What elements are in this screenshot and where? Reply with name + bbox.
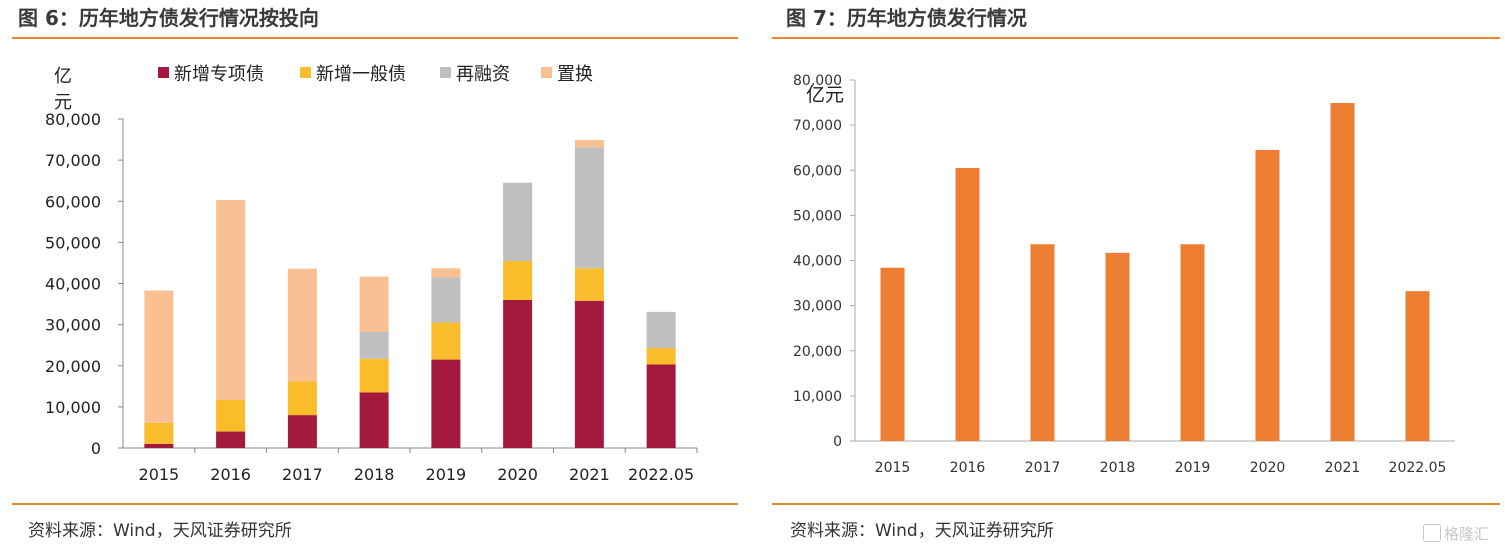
y-tick-label: 20,000 — [793, 344, 842, 360]
bar-segment — [431, 359, 461, 448]
bar-segment — [431, 322, 461, 360]
x-tick-label: 2019 — [426, 465, 467, 484]
y-tick-label: 10,000 — [45, 398, 101, 417]
bar — [1030, 244, 1055, 441]
legend-swatch — [158, 67, 169, 78]
bar — [1405, 291, 1430, 441]
bar-segment — [359, 392, 389, 448]
bar-segment — [359, 276, 389, 333]
y-tick-label: 70,000 — [793, 118, 842, 134]
bar-segment — [574, 300, 604, 448]
left-figure: 图 6：历年地方债发行情况按投向 亿元 0 10,000 20,000 30,000 40… — [0, 0, 740, 550]
title-rule — [12, 37, 738, 39]
x-tick-label: 2020 — [1250, 460, 1286, 476]
y-unit-label: 元 — [54, 92, 72, 113]
y-unit-label: 亿元 — [806, 84, 844, 106]
x-tick-label: 2017 — [1025, 460, 1061, 476]
title-rule — [772, 37, 1500, 39]
y-tick-label: 60,000 — [793, 163, 842, 179]
x-tick-label: 2019 — [1175, 460, 1211, 476]
bar-segment — [144, 422, 174, 444]
legend-swatch — [440, 67, 451, 78]
y-tick-label: 40,000 — [793, 254, 842, 270]
bar-segment — [287, 415, 317, 448]
y-tick-label: 80,000 — [45, 110, 101, 129]
legend-label: 新增专项债 — [174, 64, 264, 85]
bar-segment — [646, 311, 676, 349]
bar-segment — [216, 200, 246, 400]
footer-rule — [12, 503, 738, 505]
x-tick-label: 2021 — [1325, 460, 1361, 476]
watermark: 格隆汇 — [1422, 523, 1489, 544]
figure-title: 图 7：历年地方债发行情况 — [786, 6, 1027, 30]
y-unit-label: 亿 — [54, 66, 72, 87]
bar-segment — [503, 182, 533, 261]
bar-segment — [431, 268, 461, 278]
bar-segment — [503, 299, 533, 448]
bar — [1180, 244, 1205, 441]
y-tick-label: 20,000 — [45, 357, 101, 376]
bar-segment — [287, 381, 317, 416]
watermark-text: 格隆汇 — [1443, 525, 1489, 543]
legend-label: 新增一般债 — [316, 64, 406, 85]
y-tick-label: 60,000 — [45, 192, 101, 211]
y-tick-label: 70,000 — [45, 151, 101, 170]
bar-segment — [574, 268, 604, 301]
y-tick-label: 40,000 — [45, 275, 101, 294]
bar-segment — [216, 431, 246, 448]
source-note: 资料来源：Wind，天风证券研究所 — [28, 521, 292, 541]
x-tick-label: 2017 — [282, 465, 323, 484]
bar-segment — [144, 443, 174, 448]
bar-segment — [646, 348, 676, 365]
bar — [1105, 252, 1130, 441]
y-tick-label: 30,000 — [793, 299, 842, 315]
x-tick-label: 2022.05 — [1389, 460, 1447, 476]
bar-segment — [431, 277, 461, 323]
y-tick-label: 10,000 — [793, 389, 842, 405]
bar — [880, 267, 905, 441]
bar — [955, 167, 980, 441]
bar-segment — [574, 139, 604, 148]
bar-segment — [646, 364, 676, 448]
legend-swatch — [541, 67, 552, 78]
footer-rule — [772, 503, 1500, 505]
y-tick-label: 0 — [91, 439, 101, 458]
y-tick-label: 0 — [833, 434, 842, 450]
figure-title: 图 6：历年地方债发行情况按投向 — [18, 6, 319, 30]
legend-label: 置换 — [557, 64, 593, 85]
legend-swatch — [300, 67, 311, 78]
bar-segment — [287, 268, 317, 382]
bar — [1255, 149, 1280, 441]
x-tick-label: 2015 — [139, 465, 180, 484]
bar-segment — [216, 399, 246, 432]
x-tick-label: 2020 — [497, 465, 538, 484]
y-tick-label: 30,000 — [45, 316, 101, 335]
bar-segment — [144, 290, 174, 423]
y-tick-label: 80,000 — [793, 73, 842, 89]
y-tick-label: 50,000 — [793, 208, 842, 224]
watermark-logo-icon — [1422, 524, 1441, 542]
x-tick-label: 2018 — [354, 465, 395, 484]
source-note: 资料来源：Wind，天风证券研究所 — [790, 521, 1054, 541]
x-tick-label: 2022.05 — [628, 465, 694, 484]
y-tick-label: 50,000 — [45, 233, 101, 252]
x-tick-label: 2016 — [210, 465, 251, 484]
stacked-bar-chart: 亿元 0 10,000 20,000 30,000 40,000 50,000 60,000 7… — [45, 64, 698, 484]
bar-segment — [359, 358, 389, 393]
x-tick-label: 2021 — [569, 465, 610, 484]
bar-segment — [503, 260, 533, 300]
bar-segment — [574, 147, 604, 269]
bar-chart: 0 10,000 20,000 30,000 40,000 50,000 60,000 70,… — [793, 73, 1455, 476]
right-figure: 图 7：历年地方债发行情况 0 10,000 20,000 30,000 40,000 5… — [772, 0, 1505, 550]
x-tick-label: 2015 — [875, 460, 911, 476]
bar-segment — [359, 332, 389, 359]
bar — [1330, 103, 1355, 442]
legend-label: 再融资 — [456, 64, 510, 85]
x-tick-label: 2016 — [950, 460, 986, 476]
x-tick-label: 2018 — [1100, 460, 1136, 476]
